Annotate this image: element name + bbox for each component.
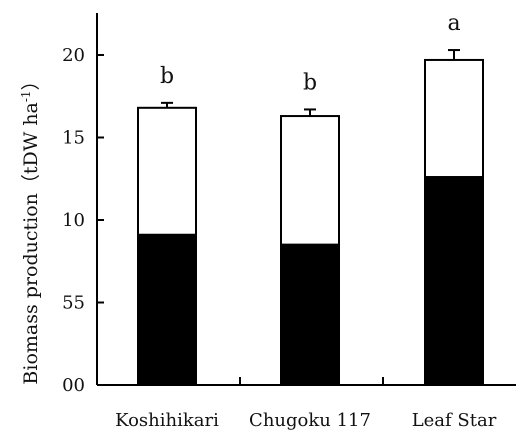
significance-label: a: [447, 11, 460, 36]
category-label: Leaf Star: [412, 410, 497, 431]
significance-label: b: [160, 64, 174, 89]
bar-segment-upper: [280, 115, 340, 246]
category-label: Chugoku 117: [249, 410, 371, 431]
chart-bars: [137, 49, 484, 386]
category-label: Koshihikari: [115, 410, 219, 431]
bar-segment-lower: [424, 176, 484, 386]
y-tick-label: 55: [62, 293, 85, 314]
bar-segment-lower: [280, 243, 340, 386]
bar-segment-lower: [137, 233, 197, 386]
y-tick-label: 10: [62, 210, 85, 231]
y-tick-label: 15: [62, 128, 85, 149]
y-axis-title: Biomass production（tDW ha-1）: [19, 71, 42, 384]
chart-labels: 00 55 10 15 20 b Koshihikari b Chugoku 117 a Leaf …: [62, 11, 497, 431]
y-tick-label: 20: [62, 45, 85, 66]
significance-label: b: [303, 70, 317, 95]
bar-segment-upper: [137, 106, 197, 236]
bar-segment-upper: [424, 58, 484, 179]
y-tick-label: 00: [62, 375, 85, 396]
